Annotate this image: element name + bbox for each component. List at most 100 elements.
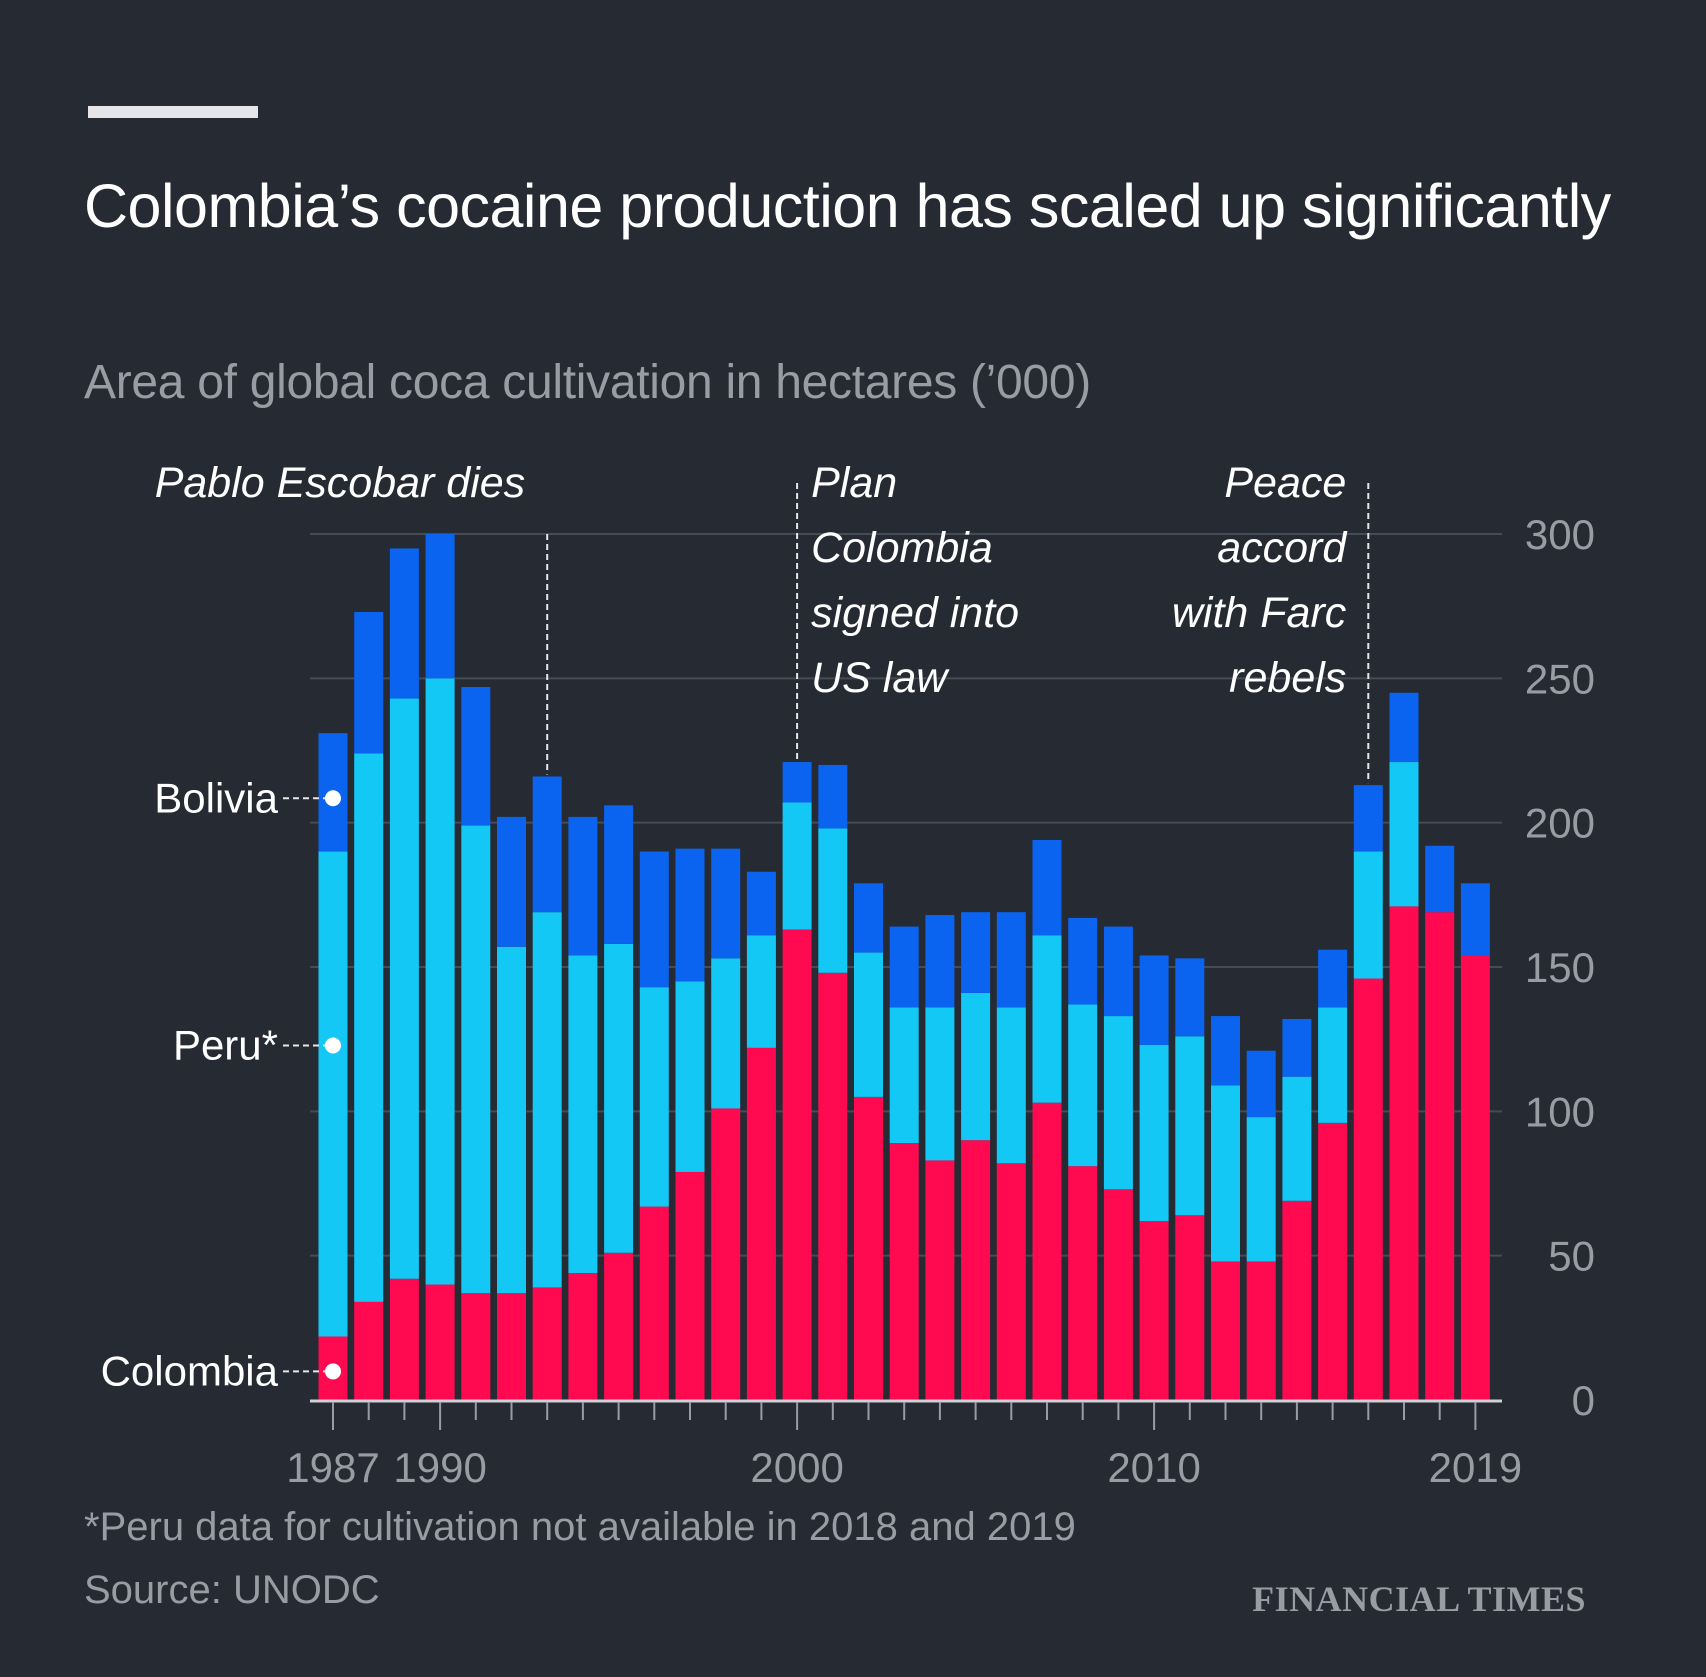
source-note: Source: UNODC xyxy=(84,1568,380,1612)
x-tick-label: 1990 xyxy=(393,1444,486,1491)
bar-bolivia-2010 xyxy=(1139,955,1169,1045)
bar-peru-1988 xyxy=(354,753,384,1302)
bar-bolivia-1995 xyxy=(604,805,634,944)
bar-peru-2000 xyxy=(782,802,812,930)
bar-peru-2003 xyxy=(889,1007,919,1144)
annotation-text: US law xyxy=(811,654,950,702)
y-tick-label: 200 xyxy=(1525,800,1595,847)
bar-bolivia-1992 xyxy=(497,816,526,947)
annotation-text: Peace xyxy=(1224,459,1346,507)
bar-bolivia-1997 xyxy=(675,848,705,982)
bar-peru-1992 xyxy=(497,946,526,1294)
bar-peru-1999 xyxy=(746,935,776,1048)
bar-peru-1997 xyxy=(675,981,705,1172)
bar-colombia-1999 xyxy=(746,1047,776,1400)
bar-bolivia-1988 xyxy=(354,611,384,754)
bar-colombia-2019 xyxy=(1460,955,1490,1400)
publisher-logo: FINANCIAL TIMES xyxy=(1252,1579,1586,1619)
bar-bolivia-1993 xyxy=(532,776,562,913)
bar-peru-2009 xyxy=(1103,1016,1133,1190)
bar-colombia-1989 xyxy=(389,1278,419,1400)
bar-peru-2005 xyxy=(961,992,991,1141)
bar-colombia-1997 xyxy=(675,1171,705,1400)
x-tick-label: 1987 xyxy=(286,1444,379,1491)
bar-bolivia-2006 xyxy=(996,912,1026,1008)
series-label-bolivia: Bolivia xyxy=(154,774,278,821)
bar-peru-1995 xyxy=(604,943,634,1253)
annotation-text: signed into xyxy=(811,589,1019,637)
y-tick-label: 150 xyxy=(1525,944,1595,991)
bar-colombia-1991 xyxy=(461,1293,491,1400)
bar-bolivia-2017 xyxy=(1389,692,1419,763)
annotation-text: accord xyxy=(1217,524,1348,572)
bar-colombia-2015 xyxy=(1318,1122,1348,1400)
series-marker-dot xyxy=(325,1037,341,1054)
bar-colombia-2009 xyxy=(1103,1189,1133,1400)
bar-peru-2010 xyxy=(1139,1044,1169,1222)
x-tick-label: 2019 xyxy=(1429,1444,1522,1491)
bar-peru-1998 xyxy=(711,958,741,1109)
bar-peru-1989 xyxy=(389,698,419,1279)
bar-peru-1993 xyxy=(532,912,562,1288)
bar-colombia-2010 xyxy=(1139,1221,1169,1400)
bar-colombia-2016 xyxy=(1353,978,1383,1400)
bar-peru-2004 xyxy=(925,1007,955,1161)
bar-peru-2013 xyxy=(1246,1117,1276,1262)
bar-peru-1990 xyxy=(425,678,455,1285)
bar-bolivia-2019 xyxy=(1460,883,1490,956)
bar-colombia-1996 xyxy=(639,1206,669,1400)
bar-peru-1994 xyxy=(568,955,598,1273)
annotation-text: Colombia xyxy=(811,524,993,572)
annotation-text: Pablo Escobar dies xyxy=(155,459,526,507)
bar-peru-2001 xyxy=(818,828,848,973)
bar-bolivia-1991 xyxy=(461,686,491,826)
bar-peru-2014 xyxy=(1282,1076,1312,1201)
bar-bolivia-2009 xyxy=(1103,926,1133,1017)
header-accent-bar xyxy=(88,106,258,118)
stacked-bar-chart: Pablo Escobar dies Plan Colombia signed int… xyxy=(101,459,1595,1491)
footnote: *Peru data for cultivation not available… xyxy=(84,1505,1076,1549)
bar-peru-2006 xyxy=(996,1007,1026,1164)
bar-peru-1987 xyxy=(318,851,348,1337)
annotation-text: rebels xyxy=(1229,654,1346,702)
annotations: Pablo Escobar dies Plan Colombia signed int… xyxy=(155,459,1370,784)
bar-peru-1991 xyxy=(461,825,491,1294)
bar-colombia-1988 xyxy=(354,1301,384,1400)
bar-colombia-1993 xyxy=(532,1287,562,1400)
bar-peru-1996 xyxy=(639,987,669,1207)
bar-colombia-2014 xyxy=(1282,1200,1312,1400)
bar-bolivia-1998 xyxy=(711,848,741,959)
chart-title: Colombia’s cocaine production has scaled… xyxy=(84,172,1611,240)
bar-colombia-2001 xyxy=(818,972,848,1400)
bar-colombia-1992 xyxy=(497,1293,526,1400)
bars xyxy=(318,534,1490,1400)
bar-colombia-1990 xyxy=(425,1284,455,1400)
bar-colombia-2011 xyxy=(1175,1215,1205,1400)
x-tick-label: 2000 xyxy=(750,1444,843,1491)
bar-bolivia-2005 xyxy=(961,912,991,993)
bar-colombia-1994 xyxy=(568,1272,598,1400)
bar-colombia-2006 xyxy=(996,1163,1026,1400)
bar-bolivia-2011 xyxy=(1175,958,1205,1037)
annotation-text: with Farc xyxy=(1172,589,1347,637)
y-tick-label: 300 xyxy=(1525,511,1595,558)
bar-peru-2011 xyxy=(1175,1036,1205,1216)
bar-colombia-2005 xyxy=(961,1140,991,1400)
y-tick-label: 100 xyxy=(1525,1088,1595,1135)
bar-colombia-1995 xyxy=(604,1252,634,1400)
bar-peru-2007 xyxy=(1032,935,1062,1103)
bar-bolivia-2001 xyxy=(818,764,848,829)
bar-colombia-2000 xyxy=(782,929,812,1400)
bar-peru-2012 xyxy=(1211,1085,1240,1262)
chart-subtitle: Area of global coca cultivation in hecta… xyxy=(84,356,1091,409)
bar-colombia-2003 xyxy=(889,1143,919,1400)
bar-bolivia-1990 xyxy=(425,534,455,679)
x-axis: 1987 1990 2000 2010 2019 xyxy=(286,1399,1522,1491)
series-label-peru: Peru* xyxy=(173,1022,278,1069)
bar-bolivia-2016 xyxy=(1353,785,1383,852)
bar-colombia-2017 xyxy=(1389,906,1419,1400)
y-axis: 0 50 100 150 200 250 300 xyxy=(1525,511,1595,1424)
bar-colombia-2018 xyxy=(1425,912,1455,1400)
annotation-text: Plan xyxy=(811,459,897,507)
bar-bolivia-2012 xyxy=(1211,1016,1240,1086)
